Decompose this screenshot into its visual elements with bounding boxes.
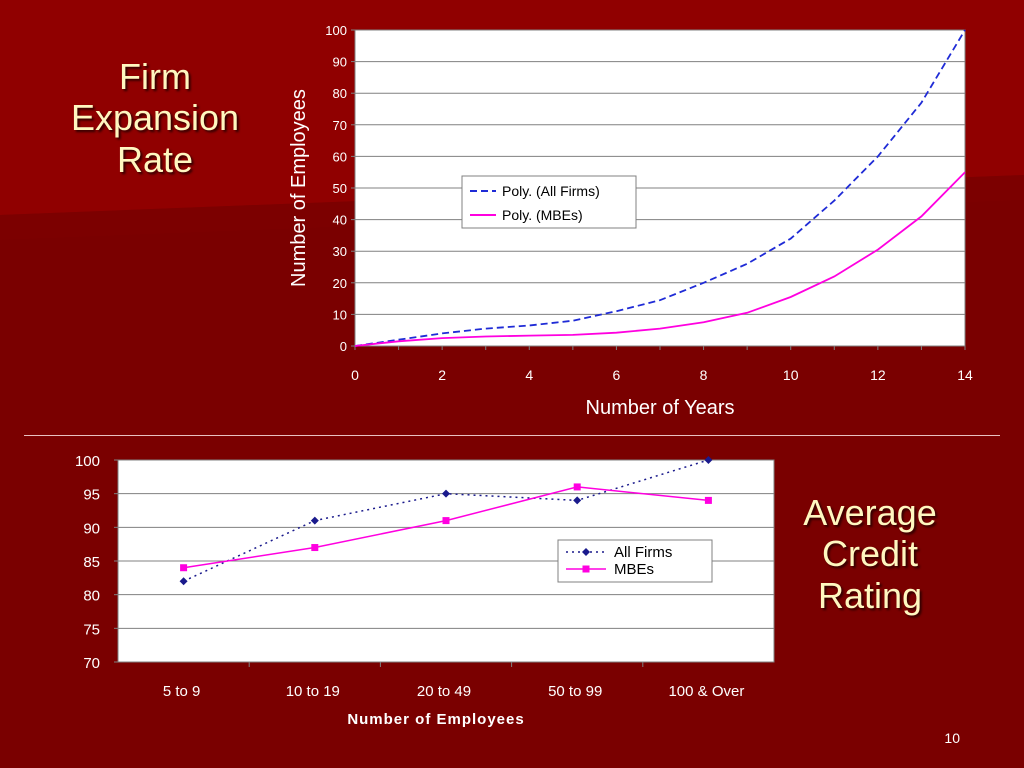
- data-point-mbes: [180, 564, 188, 572]
- x-tick-label: 100 & Over: [668, 683, 744, 700]
- x-tick-label: 5 to 9: [163, 683, 201, 700]
- y-tick-label: 90: [333, 55, 347, 70]
- y-tick-label: 60: [333, 149, 347, 164]
- y-tick-label: 0: [340, 339, 347, 354]
- data-point-all-firms: [310, 516, 319, 525]
- data-point-all-firms: [179, 577, 188, 586]
- legend-box: [461, 175, 637, 229]
- data-point-all-firms: [704, 456, 713, 464]
- x-tick-label: 6: [613, 367, 621, 383]
- slide-title-top: Firm Expansion Rate: [40, 56, 270, 180]
- x-tick-label: 4: [525, 367, 533, 383]
- series-line-all-firms: [183, 459, 709, 582]
- credit-rating-chart: 70 75 80 85 90 95 100 5 to 9 10 to 19 20 to 49 50 …: [75, 453, 775, 728]
- y-tick-label: 75: [83, 621, 100, 638]
- title-bottom-line-2: Credit: [821, 533, 919, 575]
- y-tick-label: 80: [333, 86, 347, 101]
- slide-number: 10: [944, 730, 960, 746]
- data-point-mbes: [311, 544, 319, 552]
- y-tick-label: 70: [333, 118, 347, 133]
- y-tick-label: 85: [83, 554, 100, 571]
- data-point-mbes: [442, 517, 450, 525]
- title-bottom-line-3: Rating: [817, 574, 923, 616]
- legend-label: Poly. (All Firms): [502, 183, 600, 199]
- y-tick-label: 70: [83, 655, 100, 672]
- data-point-mbes: [573, 483, 581, 491]
- x-axis-title: Number of Employees: [347, 711, 524, 728]
- x-tick-label: 12: [870, 367, 886, 383]
- y-axis-title: Number of Employees: [288, 89, 310, 287]
- x-tick-label: 14: [957, 367, 973, 383]
- legend-label: All Firms: [614, 544, 672, 561]
- x-tick-label: 10 to 19: [286, 683, 340, 700]
- legend-label: MBEs: [614, 561, 654, 578]
- y-tick-label: 80: [83, 588, 100, 605]
- y-tick-label: 95: [83, 487, 100, 504]
- title-top-line-2: Expansion: [70, 97, 240, 139]
- legend-box: [557, 539, 713, 583]
- x-axis-title: Number of Years: [586, 397, 735, 419]
- legend-marker: [582, 548, 590, 556]
- series-line-all-firms: [354, 29, 966, 347]
- data-point-all-firms: [573, 496, 582, 505]
- y-tick-label: 90: [83, 520, 100, 537]
- x-tick-label: 10: [783, 367, 799, 383]
- y-tick-label: 100: [325, 23, 347, 38]
- title-bottom-line-1: Average: [803, 492, 937, 533]
- expansion-rate-chart: 0 10 20 30 40 50 60 70 80 90 100 0 2 4 6 8 10 12 14 Number …: [288, 23, 973, 419]
- x-tick-label: 50 to 99: [548, 683, 602, 700]
- y-tick-label: 40: [333, 213, 347, 228]
- x-tick-label: 20 to 49: [417, 683, 471, 700]
- legend-label: Poly. (MBEs): [502, 207, 583, 223]
- slide-title-bottom: Average Credit Rating: [770, 492, 970, 616]
- x-tick-label: 2: [438, 367, 446, 383]
- data-point-mbes: [704, 496, 712, 504]
- y-tick-label: 50: [333, 181, 347, 196]
- data-point-all-firms: [442, 489, 450, 498]
- legend-marker: [582, 565, 590, 573]
- y-tick-label: 20: [333, 276, 347, 291]
- y-tick-label: 10: [333, 307, 347, 322]
- y-tick-label: 100: [75, 453, 100, 470]
- x-tick-label: 0: [351, 367, 359, 383]
- title-top-line-3: Rate: [116, 138, 194, 180]
- y-tick-label: 30: [333, 244, 347, 259]
- divider: [24, 435, 1000, 436]
- title-top-line-1: Firm: [119, 56, 191, 97]
- series-line-mbes: [354, 171, 966, 347]
- x-tick-label: 8: [700, 367, 708, 383]
